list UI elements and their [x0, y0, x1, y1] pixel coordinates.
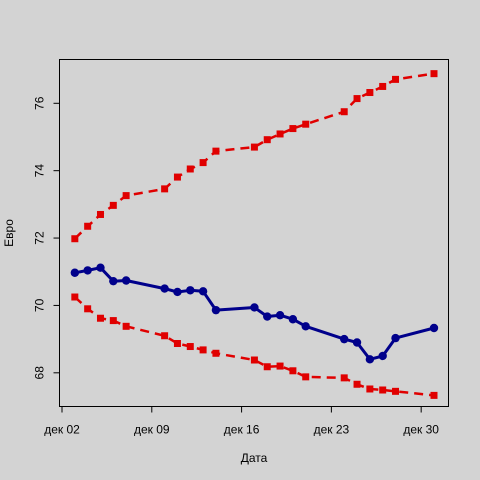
data-point-forecast: [211, 305, 221, 315]
data-point-forecast: [340, 334, 349, 344]
data-point-upper-bound: [276, 130, 284, 138]
data-point-lower-bound: [173, 340, 181, 348]
data-point-lower-bound: [263, 363, 271, 371]
data-point-upper-bound: [71, 235, 79, 243]
data-point-forecast: [96, 263, 105, 272]
data-point-lower-bound: [379, 386, 387, 394]
data-point-upper-bound: [186, 165, 194, 173]
data-point-upper-bound: [84, 222, 92, 230]
series-layer: [70, 70, 439, 399]
x-tick-label: дек 30: [403, 423, 439, 437]
data-point-forecast: [160, 284, 169, 293]
x-tick-label: дек 02: [44, 423, 80, 437]
x-axis-title: Дата: [241, 451, 268, 465]
data-point-forecast: [378, 351, 387, 361]
data-point-lower-bound: [212, 349, 220, 357]
data-point-upper-bound: [263, 136, 271, 144]
data-point-lower-bound: [250, 356, 258, 364]
y-tick-label: 76: [33, 96, 47, 110]
plot-frame: [59, 59, 449, 407]
x-tick-label: дек 23: [314, 423, 350, 437]
series-line-lower-bound: [73, 296, 435, 397]
data-point-lower-bound: [302, 373, 310, 381]
data-point-upper-bound: [199, 159, 207, 167]
data-point-lower-bound: [96, 314, 104, 322]
data-point-lower-bound: [353, 380, 361, 388]
data-point-forecast: [365, 355, 375, 364]
data-point-forecast: [83, 266, 92, 275]
series-line-upper-bound: [73, 72, 435, 240]
y-axis-title: Евро: [2, 219, 16, 247]
data-point-lower-bound: [366, 385, 374, 393]
data-point-lower-bound: [276, 362, 284, 370]
data-point-upper-bound: [96, 210, 104, 218]
data-point-lower-bound: [71, 293, 79, 301]
data-point-forecast: [186, 286, 195, 295]
data-point-lower-bound: [122, 322, 130, 330]
y-tick-label: 74: [33, 164, 47, 178]
data-point-forecast: [391, 333, 400, 343]
data-point-forecast: [429, 323, 439, 333]
data-point-lower-bound: [392, 387, 400, 395]
x-tick-label: дек 16: [224, 423, 260, 437]
data-point-upper-bound: [289, 125, 297, 133]
data-point-upper-bound: [122, 192, 130, 200]
data-point-forecast: [263, 312, 272, 321]
data-point-upper-bound: [173, 173, 181, 181]
data-point-lower-bound: [430, 391, 438, 399]
data-point-forecast: [352, 338, 362, 347]
data-point-forecast: [121, 276, 131, 285]
data-point-forecast: [275, 311, 285, 320]
data-point-lower-bound: [109, 317, 117, 325]
data-point-lower-bound: [84, 305, 92, 313]
data-point-upper-bound: [161, 185, 169, 193]
y-tick-label: 68: [33, 366, 47, 380]
data-point-forecast: [70, 268, 80, 277]
data-point-upper-bound: [109, 201, 117, 209]
data-point-upper-bound: [353, 95, 361, 103]
x-tick-label: дек 09: [134, 423, 170, 437]
data-point-upper-bound: [430, 70, 438, 78]
data-point-forecast: [173, 287, 182, 297]
data-point-forecast: [288, 315, 298, 324]
data-point-lower-bound: [186, 343, 194, 351]
data-point-upper-bound: [366, 89, 374, 97]
y-tick-label: 70: [33, 298, 47, 312]
data-point-forecast: [109, 276, 118, 286]
y-tick-label: 72: [33, 231, 47, 245]
x-axis: дек 02 дек 09 дек 16 дек 23 дек 30: [44, 406, 439, 437]
data-point-upper-bound: [379, 82, 387, 90]
data-point-upper-bound: [212, 147, 220, 155]
data-point-forecast: [250, 303, 259, 312]
data-point-lower-bound: [289, 367, 297, 375]
data-point-upper-bound: [340, 108, 348, 116]
data-point-upper-bound: [302, 120, 310, 128]
data-point-lower-bound: [199, 346, 207, 354]
data-point-forecast: [198, 287, 208, 296]
data-point-lower-bound: [340, 374, 348, 382]
data-point-upper-bound: [392, 75, 400, 83]
y-axis: 68 70 72 74 76: [33, 96, 60, 379]
data-point-forecast: [301, 322, 310, 331]
data-point-lower-bound: [161, 332, 169, 340]
data-point-upper-bound: [250, 143, 258, 151]
